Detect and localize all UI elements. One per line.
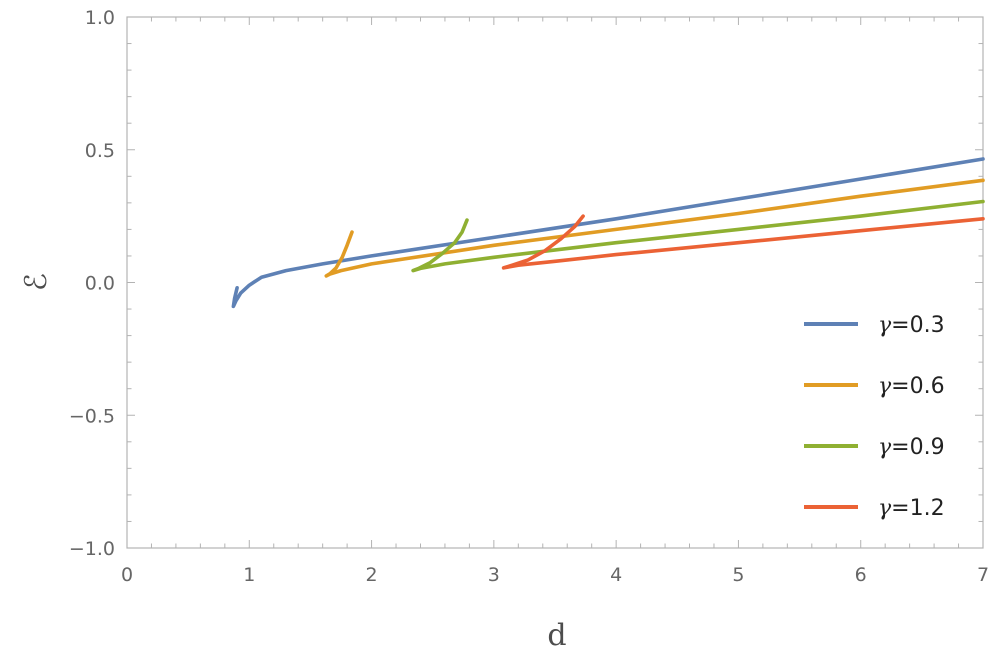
legend-entry: γ=0.3 (878, 313, 945, 338)
x-tick-label: 6 (855, 564, 867, 586)
legend-entry: γ=1.2 (878, 496, 945, 521)
y-tick-label: −1.0 (69, 538, 115, 560)
x-tick-label: 1 (243, 564, 255, 586)
x-tick-label: 7 (977, 564, 989, 586)
x-tick-label: 3 (488, 564, 500, 586)
y-axis-label: ℰ (19, 273, 54, 291)
series-lines (231, 157, 985, 309)
x-tick-label: 5 (732, 564, 744, 586)
series-line-3 (411, 199, 985, 273)
series-line-4 (501, 214, 985, 270)
x-tick-label: 4 (610, 564, 622, 586)
y-tick-label: 0.5 (85, 140, 115, 162)
series-line-2 (324, 178, 985, 278)
axis-tick-labels: 0 1 2 3 4 5 6 7 −1.0 −0.5 0.0 0.5 1.0 (69, 7, 989, 586)
y-tick-label: −0.5 (69, 405, 115, 427)
y-tick-label: 0.0 (85, 273, 115, 295)
series-line-1 (231, 157, 985, 309)
legend-entry: γ=0.9 (878, 435, 945, 460)
x-tick-label: 2 (366, 564, 378, 586)
x-tick-label: 0 (121, 564, 133, 586)
axis-ticks (126, 16, 984, 549)
x-axis-label: d (547, 618, 566, 653)
legend-entry: γ=0.6 (878, 374, 945, 399)
legend: γ=0.3 γ=0.6 γ=0.9 γ=1.2 (804, 313, 945, 521)
y-tick-label: 1.0 (85, 7, 115, 29)
